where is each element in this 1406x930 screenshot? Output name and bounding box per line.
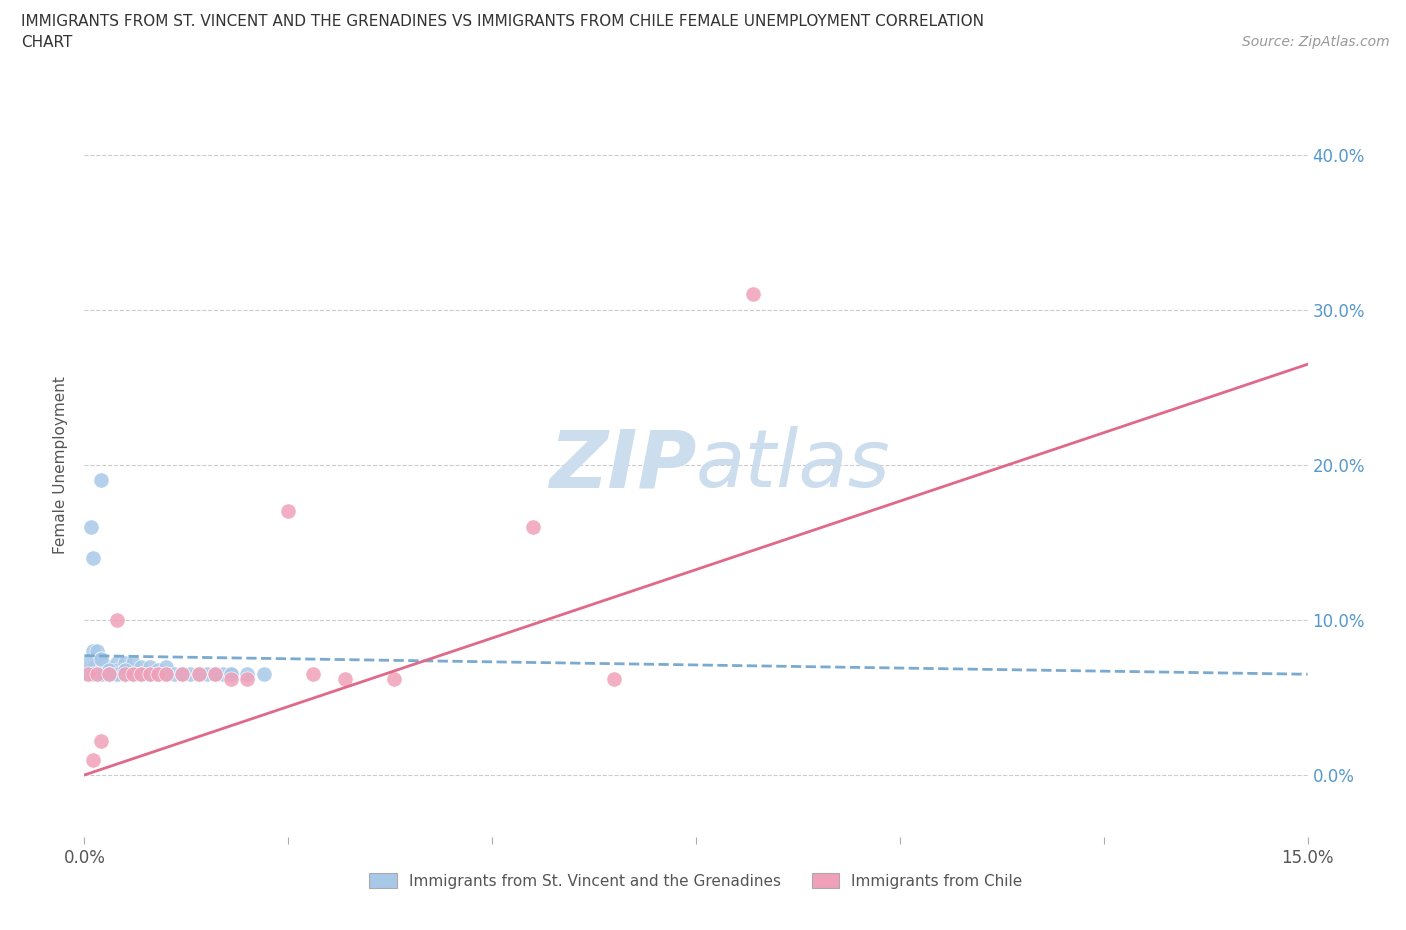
Point: [138, 667, 160, 682]
Point: [80, 520, 103, 535]
Point: [86, 667, 108, 682]
Point: [155, 667, 177, 682]
Text: atlas: atlas: [696, 426, 891, 504]
Point: [131, 667, 153, 682]
Point: [90, 473, 112, 488]
Point: [86, 667, 108, 682]
Point: [138, 667, 160, 682]
Point: [187, 667, 209, 682]
Point: [114, 662, 136, 677]
Point: [172, 667, 194, 682]
Point: [131, 667, 153, 682]
Point: [93, 667, 115, 682]
Point: [105, 667, 128, 682]
Point: [90, 651, 112, 666]
Point: [253, 667, 276, 682]
Point: [77, 667, 100, 682]
Point: [90, 656, 112, 671]
Legend: Immigrants from St. Vincent and the Grenadines, Immigrants from Chile: Immigrants from St. Vincent and the Gren…: [361, 865, 1031, 897]
Point: [172, 667, 194, 682]
Point: [82, 667, 104, 682]
Point: [90, 651, 112, 666]
Point: [101, 667, 124, 682]
Point: [97, 659, 120, 674]
Point: [146, 667, 169, 682]
Point: [131, 659, 153, 674]
Point: [97, 662, 120, 677]
Point: [204, 667, 226, 682]
Point: [219, 667, 242, 682]
Text: IMMIGRANTS FROM ST. VINCENT AND THE GRENADINES VS IMMIGRANTS FROM CHILE FEMALE U: IMMIGRANTS FROM ST. VINCENT AND THE GREN…: [21, 14, 984, 29]
Point: [83, 659, 105, 674]
Point: [603, 671, 626, 686]
Y-axis label: Female Unemployment: Female Unemployment: [53, 376, 69, 554]
Point: [187, 667, 209, 682]
Point: [131, 667, 153, 682]
Point: [97, 667, 120, 682]
Point: [155, 667, 177, 682]
Point: [146, 662, 169, 677]
Point: [82, 752, 104, 767]
Point: [155, 659, 177, 674]
Point: [97, 667, 120, 682]
Point: [219, 667, 242, 682]
Point: [97, 667, 120, 682]
Point: [105, 656, 128, 671]
Point: [219, 671, 242, 686]
Point: [114, 656, 136, 671]
Point: [204, 667, 226, 682]
Point: [742, 287, 765, 302]
Point: [195, 667, 218, 682]
Point: [105, 667, 128, 682]
Point: [82, 667, 104, 682]
Point: [146, 667, 169, 682]
Point: [82, 551, 104, 565]
Point: [172, 667, 194, 682]
Point: [277, 504, 299, 519]
Point: [122, 656, 145, 671]
Point: [77, 667, 100, 682]
Point: [122, 667, 145, 682]
Point: [97, 667, 120, 682]
Point: [212, 667, 235, 682]
Point: [114, 667, 136, 682]
Point: [122, 667, 145, 682]
Point: [122, 667, 145, 682]
Point: [335, 671, 357, 686]
Point: [114, 667, 136, 682]
Point: [110, 667, 132, 682]
Point: [204, 667, 226, 682]
Point: [90, 667, 112, 682]
Point: [97, 667, 120, 682]
Point: [105, 662, 128, 677]
Point: [82, 644, 104, 658]
Point: [138, 659, 160, 674]
Point: [122, 667, 145, 682]
Point: [131, 667, 153, 682]
Point: [86, 667, 108, 682]
Point: [155, 667, 177, 682]
Point: [187, 667, 209, 682]
Point: [301, 667, 323, 682]
Point: [105, 613, 128, 628]
Point: [114, 662, 136, 677]
Point: [114, 667, 136, 682]
Point: [138, 667, 160, 682]
Point: [77, 656, 100, 671]
Point: [179, 667, 201, 682]
Text: CHART: CHART: [21, 35, 73, 50]
Point: [97, 667, 120, 682]
Point: [90, 667, 112, 682]
Point: [382, 671, 405, 686]
Point: [90, 734, 112, 749]
Point: [522, 520, 544, 535]
Point: [163, 667, 186, 682]
Point: [236, 671, 259, 686]
Point: [91, 667, 114, 682]
Point: [146, 667, 169, 682]
Text: Source: ZipAtlas.com: Source: ZipAtlas.com: [1241, 35, 1389, 49]
Point: [236, 667, 259, 682]
Point: [86, 644, 108, 658]
Text: ZIP: ZIP: [548, 426, 696, 504]
